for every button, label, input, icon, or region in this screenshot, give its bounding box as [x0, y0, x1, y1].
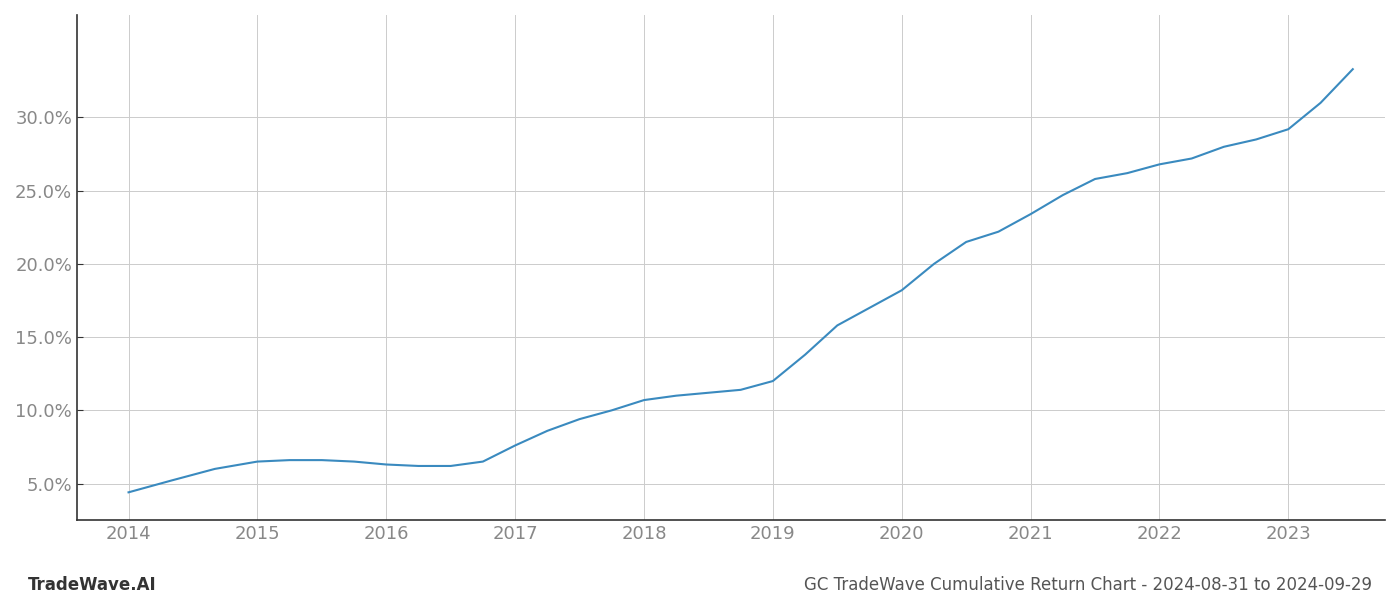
Text: TradeWave.AI: TradeWave.AI	[28, 576, 157, 594]
Text: GC TradeWave Cumulative Return Chart - 2024-08-31 to 2024-09-29: GC TradeWave Cumulative Return Chart - 2…	[804, 576, 1372, 594]
